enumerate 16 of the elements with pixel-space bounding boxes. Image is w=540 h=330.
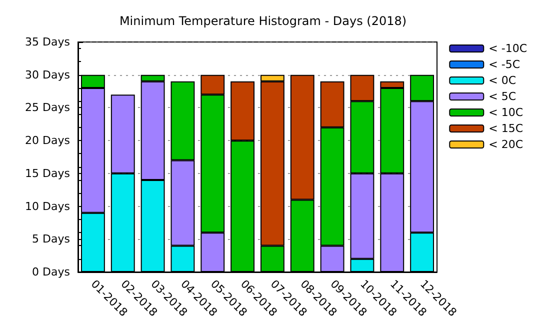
legend-label: < 15C: [488, 122, 524, 135]
legend-label: < 0C: [488, 74, 516, 87]
legend-label: < -5C: [488, 58, 520, 71]
y-tick-label: 35 Days: [25, 36, 70, 48]
y-tick-label: 0 Days: [32, 266, 70, 278]
legend-label: < 10C: [488, 106, 524, 119]
y-tick-label: 20 Days: [25, 134, 70, 148]
y-tick-label: 15 Days: [25, 166, 70, 180]
y-tick-label: 10 Days: [25, 200, 70, 213]
chart-title: Minimum Temperature Histogram - Days (2018): [119, 14, 407, 28]
legend-label: < 20C: [488, 138, 524, 151]
legend-label: < -10C: [488, 42, 528, 55]
y-tick-label: 25 Days: [25, 101, 70, 114]
y-tick-label: 30 Days: [25, 68, 70, 82]
y-tick-label: 5 Days: [32, 232, 70, 246]
legend-label: < 5C: [488, 90, 516, 103]
